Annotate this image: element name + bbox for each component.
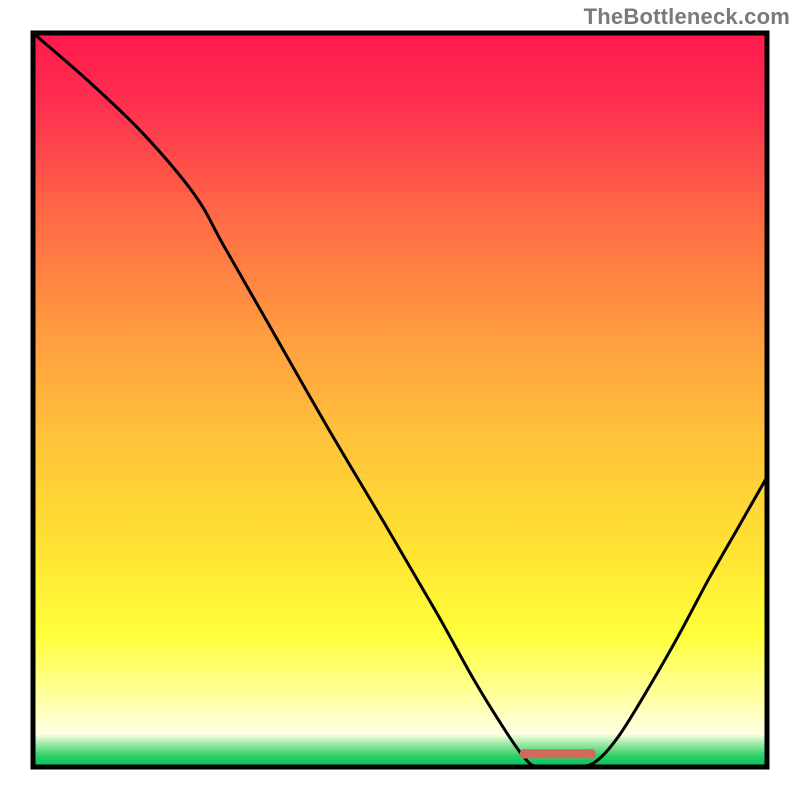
- optimal-range-marker: [520, 749, 596, 759]
- watermark-text: TheBottleneck.com: [584, 4, 790, 30]
- bottleneck-chart: [0, 0, 800, 800]
- plot-background: [33, 33, 767, 767]
- chart-container: { "watermark": { "text": "TheBottleneck.…: [0, 0, 800, 800]
